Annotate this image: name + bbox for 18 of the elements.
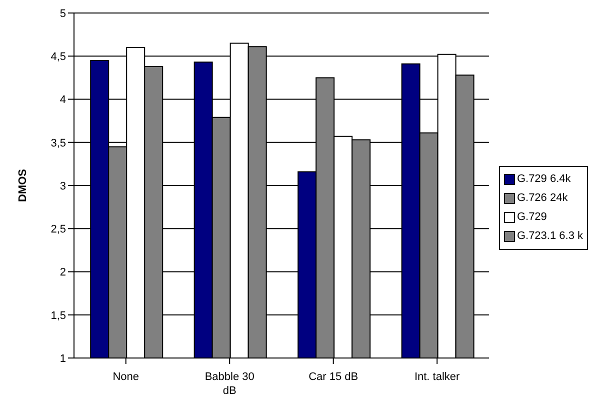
y-tick-label: 2,5	[50, 224, 66, 236]
x-tick-label: None	[112, 371, 140, 383]
y-tick-label: 4,5	[50, 51, 66, 64]
legend-label: G.723.1 6.3 k	[516, 230, 583, 242]
y-tick-label: 2	[60, 266, 66, 279]
y-tick-label: 3	[60, 180, 66, 192]
legend-label: G.729 6.4k	[516, 173, 571, 185]
x-tick-label: Babble 30 dB	[204, 371, 254, 397]
y-axis-title: DMOS	[16, 169, 29, 202]
y-tick-label: 1	[60, 352, 66, 365]
y-tick-label: 5	[60, 8, 66, 20]
y-tick-label: 3,5	[50, 137, 66, 150]
legend-label: G.726 24k	[516, 192, 568, 204]
x-tick-label: Int. talker	[414, 371, 460, 383]
y-tick-label: 1,5	[50, 310, 66, 322]
x-tick-label: Car 15 dB	[308, 371, 358, 383]
y-tick-label: 4	[60, 94, 66, 106]
legend-label: G.729	[516, 211, 547, 223]
